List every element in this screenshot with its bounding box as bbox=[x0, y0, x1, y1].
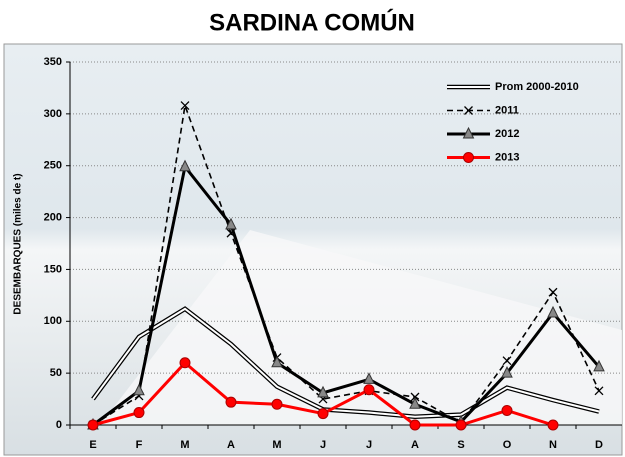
marker bbox=[133, 383, 145, 396]
x-tick-label: E bbox=[89, 439, 96, 451]
x-tick-label: N bbox=[549, 439, 557, 451]
line bbox=[92, 163, 601, 427]
x-tick-label: O bbox=[503, 439, 512, 451]
marker bbox=[179, 159, 191, 172]
marker bbox=[225, 396, 237, 408]
x-tick-label: S bbox=[457, 439, 464, 451]
legend-label: 2013 bbox=[495, 151, 519, 163]
line bbox=[92, 105, 600, 426]
marker bbox=[133, 407, 145, 419]
legend-label: 2011 bbox=[495, 104, 519, 116]
x-tick-label: F bbox=[136, 439, 143, 451]
marker bbox=[463, 152, 474, 163]
bg-shape bbox=[100, 230, 622, 425]
marker bbox=[455, 419, 467, 431]
y-tick-label: 200 bbox=[44, 211, 62, 223]
x-tick-label: A bbox=[227, 439, 235, 451]
x-tick-label: J bbox=[366, 439, 372, 451]
legend-label: Prom 2000-2010 bbox=[495, 81, 579, 93]
y-axis-label: DESEMBARQUES (miles de t) bbox=[13, 173, 24, 314]
chart-title: SARDINA COMÚN bbox=[209, 8, 415, 36]
line-inner bbox=[92, 307, 600, 418]
marker bbox=[271, 398, 283, 410]
marker bbox=[317, 385, 329, 398]
marker bbox=[363, 372, 375, 384]
marker bbox=[87, 419, 99, 431]
marker bbox=[179, 357, 191, 369]
marker bbox=[548, 287, 558, 297]
y-tick-label: 250 bbox=[44, 160, 62, 172]
marker bbox=[180, 101, 190, 111]
y-tick-label: 0 bbox=[56, 419, 62, 431]
x-tick-label: M bbox=[272, 439, 281, 451]
marker bbox=[462, 126, 475, 139]
marker bbox=[594, 386, 604, 396]
marker bbox=[409, 419, 421, 431]
x-tick-label: M bbox=[180, 439, 189, 451]
marker bbox=[409, 397, 421, 409]
marker bbox=[317, 408, 329, 420]
x-tick-label: A bbox=[411, 439, 419, 451]
y-tick-label: 50 bbox=[50, 367, 62, 379]
x-tick-label: J bbox=[320, 439, 326, 451]
marker bbox=[547, 419, 559, 431]
legend-label: 2012 bbox=[495, 128, 519, 140]
y-tick-label: 150 bbox=[44, 263, 62, 275]
marker bbox=[502, 356, 512, 366]
y-tick-label: 350 bbox=[44, 56, 62, 68]
y-tick-label: 300 bbox=[44, 108, 62, 120]
y-tick-label: 100 bbox=[44, 315, 62, 327]
marker bbox=[464, 106, 473, 115]
marker bbox=[410, 392, 420, 402]
marker bbox=[225, 217, 237, 230]
marker bbox=[363, 384, 375, 396]
x-tick-label: D bbox=[595, 439, 603, 451]
marker bbox=[501, 366, 513, 378]
marker bbox=[547, 305, 559, 318]
marker bbox=[501, 404, 513, 416]
marker bbox=[271, 355, 283, 368]
marker bbox=[593, 359, 605, 372]
